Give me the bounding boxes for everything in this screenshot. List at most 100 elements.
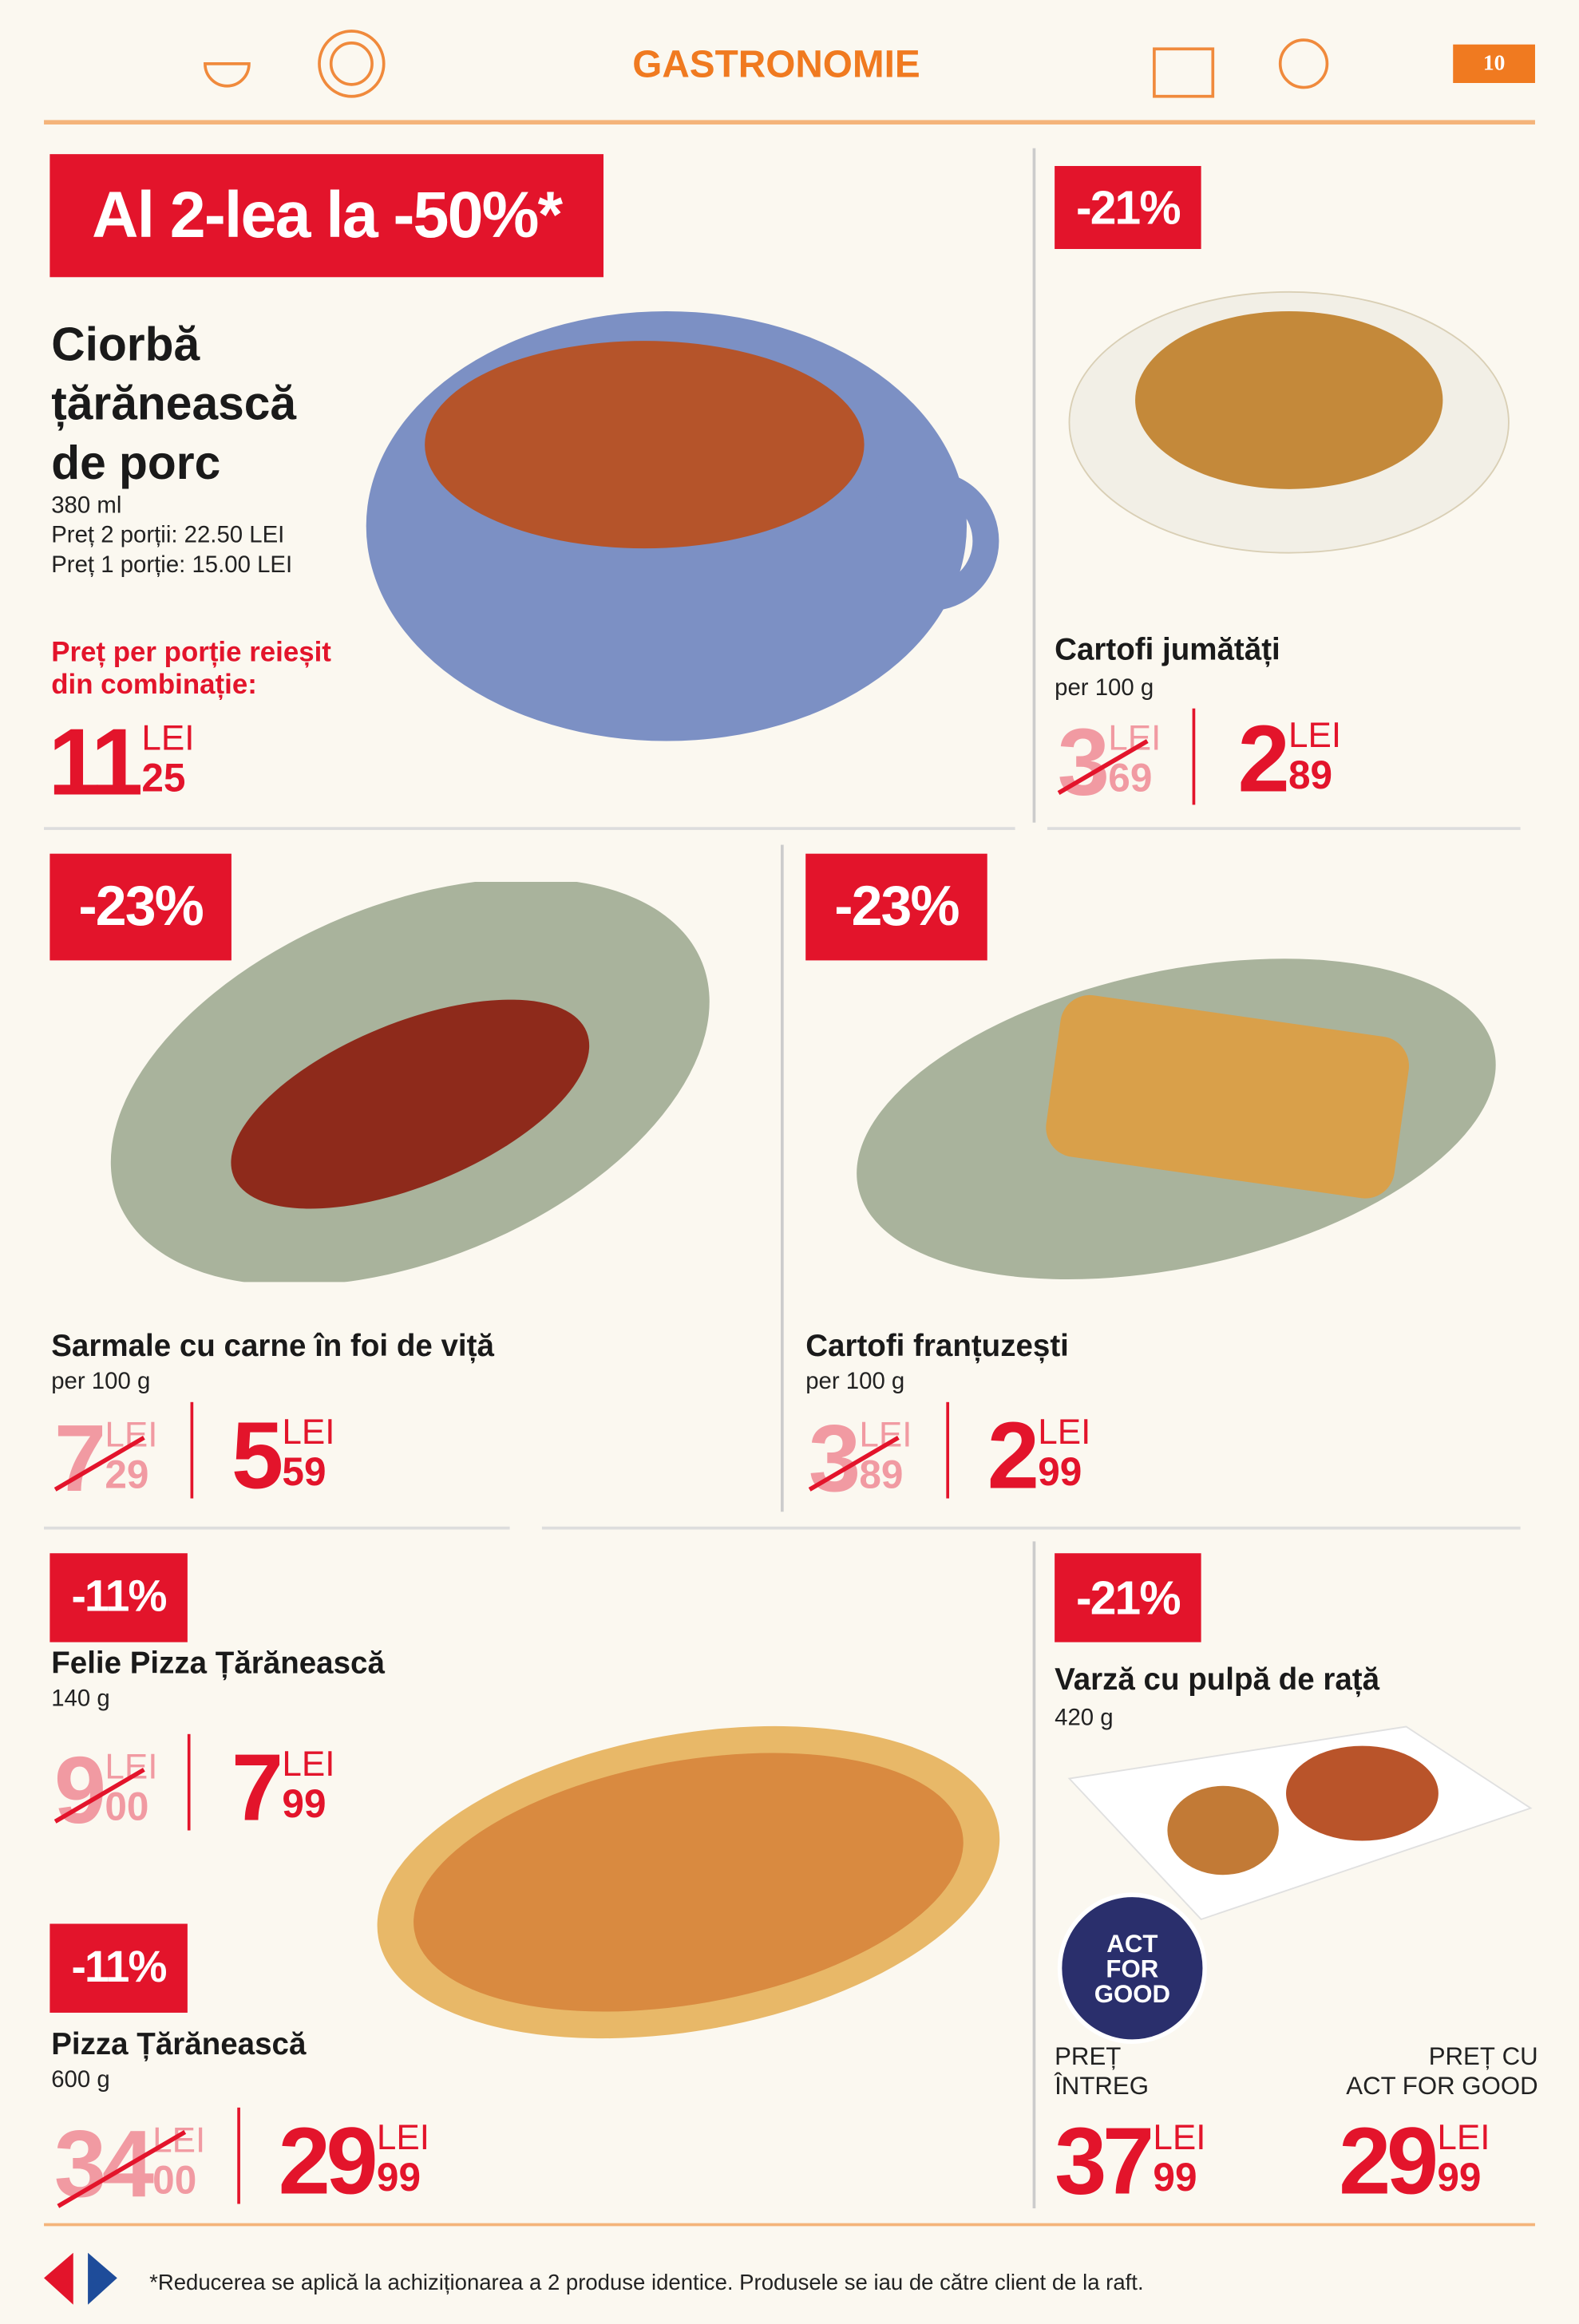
price-unit: LEI	[105, 1747, 158, 1788]
price: 2 LEI 89	[1237, 711, 1341, 806]
header-rule	[44, 120, 1535, 125]
divider	[781, 844, 784, 1512]
price-dec: 00	[152, 2157, 197, 2203]
price-dec: 69	[1108, 756, 1153, 800]
old-price: 34 LEI 00	[53, 2110, 206, 2218]
detail: 140 g	[51, 1686, 110, 1712]
product-details: 380 ml Preț 2 porții: 22.50 LEI Preț 1 p…	[51, 492, 292, 581]
divider	[1032, 148, 1036, 823]
price-int: 7	[231, 1733, 283, 1841]
price-dec: 89	[1288, 753, 1333, 798]
price-int: 3	[1057, 708, 1110, 816]
gratin-image	[857, 958, 1496, 1279]
price-int: 11	[48, 708, 144, 816]
price-unit: LEI	[1108, 718, 1161, 759]
detail: 420 g	[1055, 1705, 1114, 1732]
price-unit: LEI	[282, 1744, 335, 1785]
price-int: 29	[278, 2107, 378, 2215]
product-name: Cartofi jumătăți	[1055, 632, 1280, 667]
price-int: 7	[53, 1405, 106, 1512]
old-price: 9 LEI 00	[53, 1743, 158, 1838]
logo-text: ACT	[1106, 1929, 1158, 1958]
rule	[44, 827, 1015, 830]
label-line: ÎNTREG	[1055, 2072, 1149, 2101]
label-line: ACT FOR GOOD	[1346, 2072, 1538, 2101]
afg-price-label: PREȚ CU ACT FOR GOOD	[1346, 2042, 1537, 2101]
price: 7 LEI 99	[231, 1733, 335, 1841]
price-unit: LEI	[1437, 2117, 1490, 2158]
product-name: Felie Pizza Țărănească	[51, 1646, 385, 1681]
soup-image	[366, 310, 999, 741]
price-int: 37	[1055, 2107, 1154, 2215]
product-name: Ciorbă țărănească de porc	[51, 317, 297, 489]
duck-image	[1067, 1725, 1533, 1921]
price-dec: 89	[859, 1452, 904, 1497]
product-name: Cartofi franțuzești	[805, 1329, 1069, 1364]
rule	[44, 1526, 510, 1530]
price-int: 3	[808, 1405, 861, 1512]
product-name: Sarmale cu carne în foi de viță	[51, 1329, 494, 1364]
price-unit: LEI	[152, 2120, 206, 2161]
footer-rule	[44, 2223, 1535, 2227]
price-dec: 99	[1437, 2155, 1482, 2200]
price-dec: 99	[1153, 2155, 1197, 2200]
act-for-good-logo: ACT FOR GOOD	[1057, 1892, 1207, 2044]
price: 29 LEI 99	[278, 2107, 429, 2215]
full-price-label: PREȚ ÎNTREG	[1055, 2042, 1149, 2101]
price-dec: 99	[282, 1781, 326, 1826]
header-icons	[204, 30, 386, 98]
potatoes-image	[1068, 290, 1510, 554]
badge: -11%	[49, 1923, 188, 2013]
price-unit: LEI	[1153, 2117, 1206, 2158]
sarmale-image	[110, 881, 710, 1283]
price-int: 29	[1339, 2107, 1439, 2215]
price-dec: 29	[105, 1452, 149, 1497]
divider	[1032, 1541, 1036, 2209]
price-bar	[946, 1401, 950, 1499]
price-unit: LEI	[859, 1415, 912, 1456]
price-dec: 25	[141, 756, 186, 800]
detail: per 100 g	[805, 1369, 905, 1395]
old-price: 3 LEI 89	[808, 1405, 912, 1512]
header-icons	[1153, 38, 1329, 98]
price-int: 5	[231, 1401, 283, 1509]
price-bar	[190, 1401, 194, 1499]
label-line: PREȚ	[1055, 2042, 1122, 2071]
header-title: GASTRONOMIE	[632, 41, 920, 86]
logo-text: FOR	[1106, 1954, 1159, 1982]
price: 29 LEI 99	[1339, 2107, 1490, 2215]
label-line: PREȚ CU	[1428, 2042, 1538, 2071]
price-dec: 59	[282, 1449, 326, 1494]
old-price: 3 LEI 69	[1057, 708, 1161, 816]
detail: Preț 2 porții: 22.50 LEI	[51, 523, 285, 549]
price-bar	[237, 2107, 240, 2204]
price: 11 LEI 25	[48, 708, 195, 816]
detail: per 100 g	[51, 1369, 151, 1395]
badge: -23%	[49, 853, 232, 961]
pizza-image	[377, 1725, 1000, 2039]
price-dec: 99	[376, 2155, 421, 2200]
price-note: Preț per porție reieșit din combinație:	[51, 637, 331, 702]
rule	[541, 1526, 1521, 1530]
badge: -21%	[1055, 1553, 1201, 1642]
product-name: Pizza Țărănească	[51, 2027, 307, 2062]
badge: -23%	[805, 853, 987, 961]
detail: Preț 1 porție: 15.00 LEI	[51, 552, 293, 579]
price-unit: LEI	[282, 1412, 335, 1452]
full-price: 37 LEI 99	[1055, 2107, 1206, 2215]
footer-note: *Reducerea se aplică la achiziționarea a…	[149, 2271, 1144, 2296]
badge: -11%	[49, 1553, 188, 1642]
price-int: 34	[53, 2110, 154, 2218]
old-price: 7 LEI 29	[53, 1405, 158, 1512]
detail: per 100 g	[1055, 675, 1154, 702]
page-number: 10	[1453, 44, 1535, 83]
badge: -21%	[1055, 165, 1201, 249]
price-bar	[187, 1733, 191, 1831]
detail: 380 ml	[51, 493, 122, 519]
price-dec: 99	[1038, 1449, 1082, 1494]
rule	[1047, 827, 1521, 830]
price-bar	[1192, 708, 1196, 805]
price: 2 LEI 99	[987, 1408, 1091, 1503]
